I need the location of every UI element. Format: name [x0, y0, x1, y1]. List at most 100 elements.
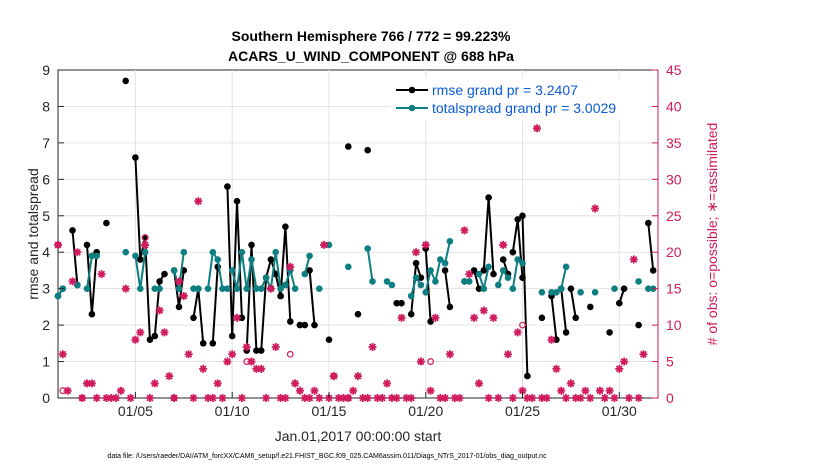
obs-assimilated-point [257, 364, 266, 373]
obs-assimilated-point [291, 379, 300, 388]
obs-assimilated-point [523, 394, 532, 402]
footnote: data file: /Users/raeder/DAI/ATM_forcXX/… [107, 453, 547, 460]
spread-point [262, 274, 270, 282]
grid [58, 70, 658, 398]
spread-point [611, 285, 618, 293]
spread-point [190, 285, 197, 293]
spread-point [54, 292, 62, 300]
spread-point [577, 289, 584, 296]
obs-assimilated-point [397, 313, 406, 322]
x-tick-label: 01/20 [408, 403, 443, 419]
obs-assimilated-point [431, 313, 440, 322]
rmse-point [345, 143, 352, 150]
spread-point [175, 285, 183, 293]
obs-assimilated-point [150, 379, 159, 388]
spread-point [228, 267, 236, 274]
obs-assimilated-point [165, 372, 174, 381]
rmse-line [211, 266, 219, 344]
spread-line [366, 248, 374, 282]
spread-point [156, 285, 163, 293]
obs-possible-point [170, 394, 178, 402]
obs-assimilated-point [470, 313, 479, 322]
rmse-point [233, 197, 241, 205]
spread-point [369, 278, 376, 285]
obs-possible-point [344, 394, 352, 402]
legend-spread-marker [408, 104, 416, 112]
obs-assimilated-point [73, 248, 82, 257]
obs-assimilated-point [247, 357, 256, 366]
spread-point [553, 289, 560, 296]
y-right-tick-label: 30 [666, 171, 682, 187]
obs-assimilated-point [441, 394, 450, 402]
obs-possible-point [243, 358, 251, 365]
obs-assimilated-point [533, 124, 542, 133]
rmse-point [277, 292, 284, 300]
obs-assimilated-point [286, 262, 295, 271]
spread-point [495, 281, 502, 289]
obs-assimilated-point [552, 364, 561, 373]
obs-assimilated-point [126, 394, 135, 402]
obs-assimilated-point [228, 350, 237, 359]
legend-rmse-label: rmse grand pr = 3.2407 [432, 82, 578, 98]
obs-possible-point [78, 394, 86, 402]
spread-point [388, 281, 396, 289]
obs-assimilated-point [262, 394, 271, 402]
obs-assimilated-point [141, 240, 150, 249]
obs-assimilated-point [68, 277, 77, 286]
obs-assimilated-point [92, 394, 101, 402]
spread-point [383, 278, 391, 285]
y-left-tick-label: 4 [42, 244, 50, 260]
spread-point [93, 252, 100, 260]
spread-point [257, 285, 265, 293]
spread-point [645, 285, 652, 293]
rmse-point [88, 310, 96, 318]
obs-assimilated-point [194, 197, 203, 206]
obs-assimilated-point [450, 394, 459, 402]
rmse-point [238, 314, 246, 322]
rmse-point [132, 154, 139, 161]
rmse-point [272, 270, 280, 278]
obs-assimilated-point [218, 394, 227, 402]
obs-assimilated-point [629, 255, 638, 264]
y-left-tick-label: 2 [42, 317, 50, 333]
x-tick-label: 01/25 [505, 403, 540, 419]
obs-assimilated-point [494, 394, 503, 402]
spread-point [238, 248, 246, 256]
spread-point [461, 278, 468, 285]
obs-assimilated-point [634, 394, 643, 402]
obs-assimilated-point [344, 394, 353, 402]
obs-assimilated-point [63, 386, 72, 395]
y-left-tick-label: 8 [42, 98, 50, 114]
rmse-point [499, 256, 507, 263]
y-left-tick-label: 9 [42, 62, 50, 78]
spread-point [272, 248, 280, 256]
rmse-point [83, 241, 91, 249]
y-left-tick-label: 0 [42, 390, 50, 406]
rmse-point [567, 285, 575, 293]
y-right-tick-label: 5 [666, 354, 674, 370]
rmse-point [364, 146, 372, 154]
spread-point [441, 259, 449, 267]
obs-assimilated-point [213, 379, 222, 388]
obs-assimilated-point [576, 394, 585, 402]
obs-assimilated-point [329, 372, 338, 381]
rmse-point [146, 336, 154, 344]
obs-assimilated-point [407, 394, 416, 402]
obs-possible-point [286, 350, 294, 358]
rmse-point [649, 267, 657, 274]
obs-assimilated-point [305, 394, 314, 402]
spread-point [417, 281, 425, 289]
rmse-line [71, 230, 79, 286]
obs-assimilated-point [112, 394, 121, 402]
obs-assimilated-point [571, 394, 580, 402]
rmse-point [287, 318, 294, 325]
obs-assimilated-point [586, 394, 595, 402]
rmse-point [620, 285, 628, 293]
rmse-point [553, 336, 560, 344]
obs-assimilated-point [155, 306, 164, 315]
rmse-point [156, 278, 163, 285]
obs-assimilated-point [266, 284, 275, 293]
obs-assimilated-point [184, 350, 193, 359]
spread-point [485, 263, 492, 271]
rmse-point [325, 336, 333, 344]
